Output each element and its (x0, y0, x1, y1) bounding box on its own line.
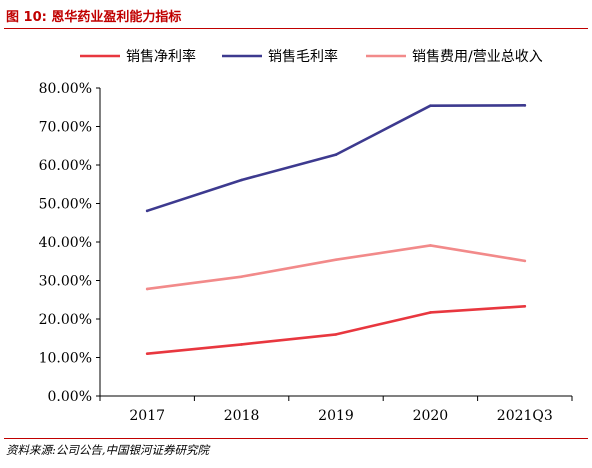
data-point (429, 311, 432, 314)
series-line-1 (145, 304, 527, 355)
x-tick-label: 2018 (224, 408, 260, 424)
y-tick-label: 80.00% (39, 81, 92, 97)
y-tick-label: 20.00% (39, 312, 92, 328)
series-line-3 (145, 244, 527, 291)
chart-axes: 0.00% 10.00% 20.00% 30.00% 40.00% 50.00% 60.00… (39, 81, 573, 424)
chart-legend: 销售净利率 销售毛利率 销售费用/营业总收入 (80, 48, 543, 65)
data-point (240, 343, 243, 346)
data-point (334, 333, 338, 336)
legend-label-2: 销售毛利率 (268, 48, 338, 65)
figure-caption: 图 10: 恩华药业盈利能力指标 (6, 10, 182, 25)
y-tick-label: 0.00% (48, 389, 92, 405)
legend-label-1: 销售净利率 (126, 48, 196, 65)
y-tick-label: 10.00% (39, 351, 92, 367)
data-point (334, 153, 338, 156)
y-tick-label: 30.00% (39, 274, 92, 290)
data-point (145, 287, 149, 291)
data-point (523, 259, 527, 263)
x-tick-label: 2019 (318, 408, 354, 424)
data-point (523, 104, 527, 107)
y-tick-label: 40.00% (39, 235, 92, 251)
caption-divider (4, 28, 588, 29)
data-point (240, 178, 243, 182)
data-point (429, 244, 432, 247)
source-note: 资料来源:公司公告,中国银河证券研究院 (6, 443, 210, 457)
y-tick-label: 50.00% (39, 197, 92, 213)
data-point (240, 275, 243, 278)
x-tick-label: 2020 (413, 408, 449, 424)
chart-series (145, 104, 527, 355)
y-tick-label: 60.00% (39, 158, 92, 174)
y-tick-label: 70.00% (39, 120, 92, 136)
data-point (334, 258, 338, 262)
data-point (145, 209, 149, 213)
source-divider (4, 438, 588, 439)
x-tick-label: 2017 (129, 408, 165, 424)
x-tick-label: 2021Q3 (497, 408, 553, 424)
data-point (145, 352, 149, 355)
data-point (523, 304, 527, 308)
legend-label-3: 销售费用/营业总收入 (412, 49, 543, 65)
series-line-2 (145, 104, 527, 213)
data-point (429, 104, 432, 108)
